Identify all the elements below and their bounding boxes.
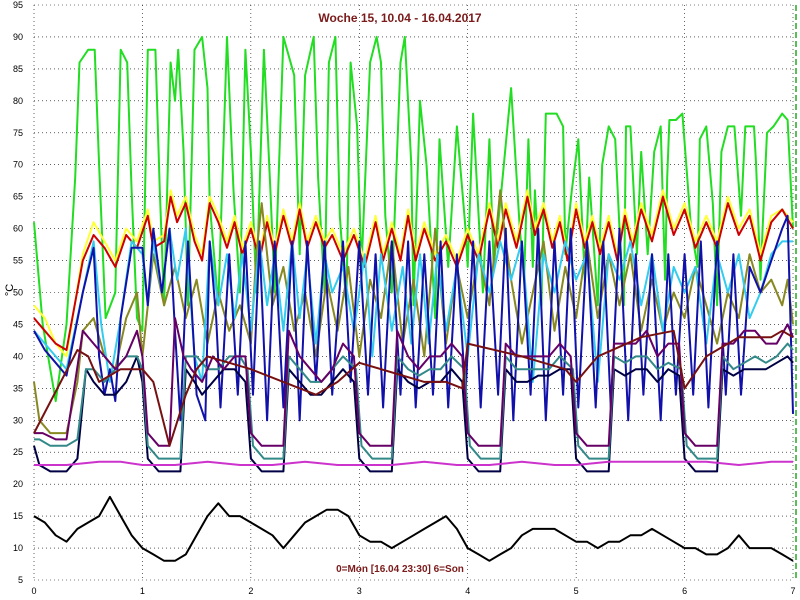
series-line-teal xyxy=(34,342,794,460)
y-tick-label: 20 xyxy=(13,479,23,489)
series-line-navy xyxy=(33,355,794,473)
x-tick-label: 5 xyxy=(574,586,579,596)
y-tick-label: 30 xyxy=(13,415,23,425)
series-line-yellow xyxy=(33,189,794,358)
y-tick-label: 60 xyxy=(13,224,23,234)
x-tick-label: 4 xyxy=(465,586,470,596)
y-tick-label: 40 xyxy=(13,351,23,361)
y-tick-label: 55 xyxy=(13,256,23,266)
series-line-magenta xyxy=(34,460,793,466)
y-tick-label: 35 xyxy=(13,383,23,393)
series-line-bright_green xyxy=(33,35,794,403)
y-tick-label: 50 xyxy=(13,288,23,298)
y-tick-label: 75 xyxy=(13,128,23,138)
series-layer xyxy=(33,35,794,562)
x-tick-label: 3 xyxy=(357,586,362,596)
y-tick-label: 15 xyxy=(13,511,23,521)
series-line-purple xyxy=(34,317,794,447)
y-tick-label: 65 xyxy=(13,192,23,202)
chart-title: Woche 15, 10.04 - 16.04.2017 xyxy=(318,11,482,25)
x-tick-label: 7 xyxy=(790,586,795,596)
series-line-dark_red xyxy=(33,329,794,447)
y-tick-label: 85 xyxy=(13,64,23,74)
x-tick-label: 2 xyxy=(248,586,253,596)
x-tick-label: 1 xyxy=(140,586,145,596)
series-line-red xyxy=(33,195,794,351)
y-tick-label: 25 xyxy=(13,447,23,457)
y-tick-label: 90 xyxy=(13,32,23,42)
x-axis-label: 0=Mon [16.04 23:30] 6=Son xyxy=(336,564,464,575)
y-tick-label: 5 xyxy=(18,575,23,585)
series-line-black xyxy=(33,495,794,562)
y-tick-label: 45 xyxy=(13,319,23,329)
y-tick-label: 10 xyxy=(13,543,23,553)
x-tick-label: 0 xyxy=(31,586,36,596)
y-tick-label: 70 xyxy=(13,160,23,170)
y-tick-label: 80 xyxy=(13,96,23,106)
y-tick-label: 95 xyxy=(13,0,23,10)
y-axis-label: °C xyxy=(4,284,16,296)
x-tick-label: 6 xyxy=(682,586,687,596)
